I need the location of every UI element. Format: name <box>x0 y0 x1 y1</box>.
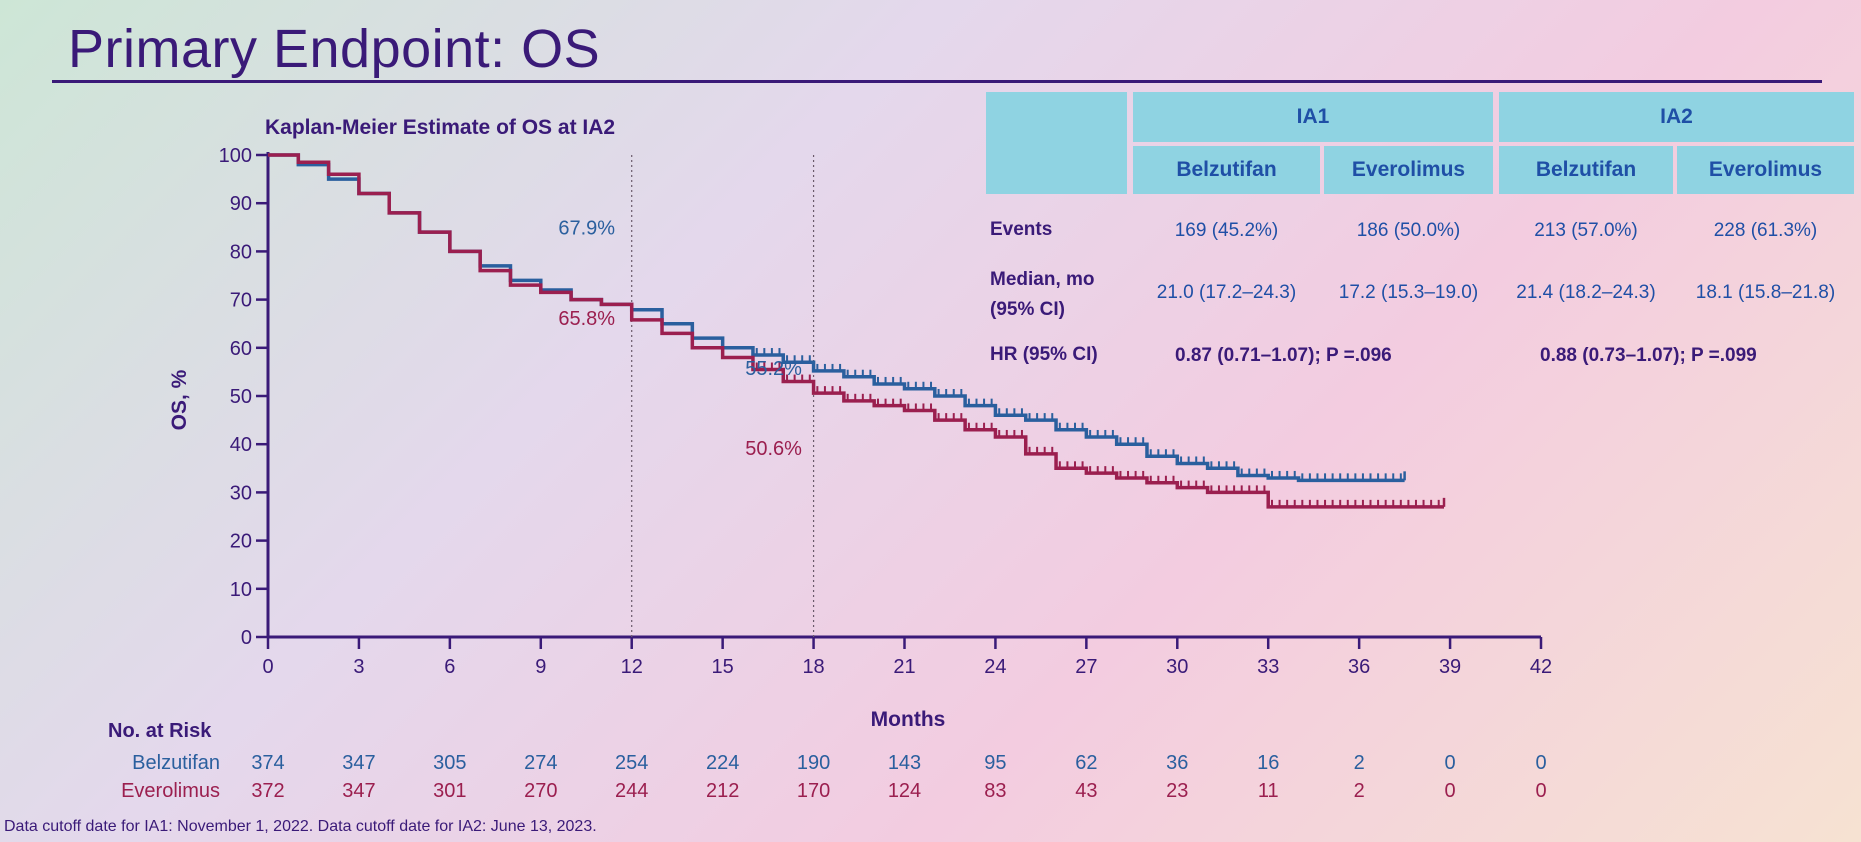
series-belzutifan <box>268 153 1406 483</box>
table-header-ia2: IA2 <box>1499 92 1854 142</box>
row-label-hr: HR (95% CI) <box>990 344 1098 365</box>
risk-number: 274 <box>524 752 558 774</box>
y-tick-label: 100 <box>219 145 252 167</box>
table-header-ia1-everolimus: Everolimus <box>1324 146 1493 194</box>
risk-label-belzutifan: Belzutifan <box>132 752 220 774</box>
median-ia2-belzutifan: 21.4 (18.2–24.3) <box>1516 282 1656 303</box>
events-ia2-belzutifan: 213 (57.0%) <box>1534 220 1638 241</box>
risk-number: 0 <box>1535 780 1547 802</box>
y-tick-label: 10 <box>230 579 252 601</box>
risk-number: 347 <box>342 780 376 802</box>
x-tick-label: 27 <box>1075 656 1097 678</box>
x-tick-label: 39 <box>1439 656 1461 678</box>
x-tick-label: 21 <box>893 656 915 678</box>
x-tick-label: 18 <box>802 656 824 678</box>
median-ia2-everolimus: 18.1 (15.8–21.8) <box>1695 282 1836 303</box>
risk-number: 224 <box>705 752 740 774</box>
median-ia1-belzutifan: 21.0 (17.2–24.3) <box>1156 282 1297 303</box>
x-tick-label: 12 <box>621 656 643 678</box>
annotation-label: 67.9% <box>558 218 615 240</box>
y-tick-label: 0 <box>241 627 252 649</box>
y-tick-label: 70 <box>230 290 252 312</box>
y-axis-label: OS, % <box>168 369 191 430</box>
series-layer <box>268 153 1446 509</box>
table-header-ia1-belzutifan: Belzutifan <box>1133 146 1320 194</box>
row-label-median: Median, mo <box>990 269 1095 290</box>
risk-number: 212 <box>705 780 740 802</box>
annotation-label: 55.2% <box>745 358 802 380</box>
risk-number: 301 <box>433 780 467 802</box>
title-underline <box>52 80 1822 83</box>
hr-ia1: 0.87 (0.71–1.07); P =.096 <box>1175 345 1392 366</box>
slide-title: Primary Endpoint: OS <box>68 19 601 79</box>
y-tick-label: 20 <box>230 531 252 553</box>
row-label-events: Events <box>990 219 1053 240</box>
events-ia1-belzutifan: 169 (45.2%) <box>1174 220 1279 241</box>
events-ia1-everolimus: 186 (50.0%) <box>1356 220 1461 241</box>
x-tick-label: 6 <box>444 656 455 678</box>
risk-table-title: No. at Risk <box>108 720 212 742</box>
x-tick-label: 33 <box>1257 656 1279 678</box>
x-tick-label: 15 <box>712 656 734 678</box>
risk-number: 95 <box>984 752 1007 774</box>
events-ia2-everolimus: 228 (61.3%) <box>1713 220 1818 241</box>
footnote: Data cutoff date for IA1: November 1, 20… <box>4 818 597 835</box>
table-header-ia1: IA1 <box>1133 92 1493 142</box>
series-everolimus <box>268 153 1446 509</box>
annotation-label: 50.6% <box>745 438 802 460</box>
annotations: 67.9% 65.8% 55.2% 50.6% <box>558 218 802 460</box>
risk-number: 170 <box>796 780 831 802</box>
x-tick-label: 42 <box>1530 656 1552 678</box>
risk-number: 11 <box>1257 780 1279 802</box>
y-tick-label: 40 <box>230 434 252 456</box>
risk-number: 190 <box>796 752 831 774</box>
y-tick-label: 60 <box>230 338 252 360</box>
table-header-ia2-everolimus: Everolimus <box>1677 146 1854 194</box>
risk-number: 43 <box>1075 780 1098 802</box>
risk-label-everolimus: Everolimus <box>121 780 220 802</box>
y-tick-label: 30 <box>230 482 252 504</box>
risk-number: 36 <box>1166 752 1189 774</box>
risk-number: 16 <box>1257 752 1280 774</box>
annotation-label: 65.8% <box>558 308 615 330</box>
x-tick-label: 9 <box>535 656 546 678</box>
risk-number: 0 <box>1444 752 1456 774</box>
reference-lines <box>631 155 815 637</box>
x-tick-label: 36 <box>1348 656 1370 678</box>
x-tick-label: 30 <box>1166 656 1188 678</box>
risk-number: 0 <box>1535 752 1547 774</box>
table-header-ia2-belzutifan: Belzutifan <box>1499 146 1673 194</box>
risk-number: 305 <box>433 752 467 774</box>
risk-number: 254 <box>615 752 649 774</box>
risk-number: 124 <box>887 780 922 802</box>
risk-number: 2 <box>1353 780 1365 802</box>
x-tick-label: 3 <box>353 656 364 678</box>
km-curve <box>268 153 1405 483</box>
row-label-median-ci: (95% CI) <box>990 299 1065 320</box>
risk-number: 374 <box>251 752 285 774</box>
table-header-blank <box>986 92 1127 194</box>
risk-number: 143 <box>887 752 922 774</box>
y-tick-label: 90 <box>230 193 252 215</box>
risk-number: 83 <box>984 780 1007 802</box>
median-ia1-everolimus: 17.2 (15.3–19.0) <box>1338 282 1479 303</box>
y-tick-label: 50 <box>230 386 252 408</box>
risk-number: 23 <box>1166 780 1189 802</box>
risk-number: 2 <box>1353 752 1365 774</box>
km-curve <box>268 153 1445 509</box>
risk-number: 347 <box>342 752 376 774</box>
hr-ia2: 0.88 (0.73–1.07); P =.099 <box>1540 345 1757 366</box>
x-tick-label: 24 <box>984 656 1006 678</box>
chart-title: Kaplan-Meier Estimate of OS at IA2 <box>265 116 615 139</box>
x-axis-label: Months <box>871 708 946 731</box>
x-tick-label: 0 <box>262 656 273 678</box>
risk-number: 244 <box>615 780 649 802</box>
y-tick-label: 80 <box>230 241 252 263</box>
risk-number: 0 <box>1444 780 1456 802</box>
risk-number: 372 <box>251 780 285 802</box>
risk-number: 270 <box>524 780 558 802</box>
risk-number: 62 <box>1075 752 1098 774</box>
